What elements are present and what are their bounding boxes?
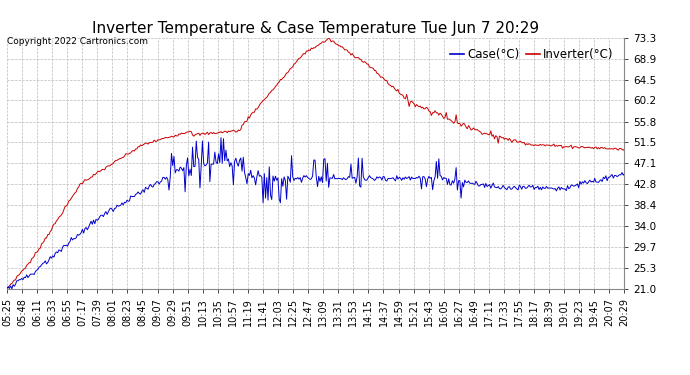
Legend: Case(°C), Inverter(°C): Case(°C), Inverter(°C) xyxy=(445,44,618,66)
Text: Copyright 2022 Cartronics.com: Copyright 2022 Cartronics.com xyxy=(7,38,148,46)
Title: Inverter Temperature & Case Temperature Tue Jun 7 20:29: Inverter Temperature & Case Temperature … xyxy=(92,21,540,36)
